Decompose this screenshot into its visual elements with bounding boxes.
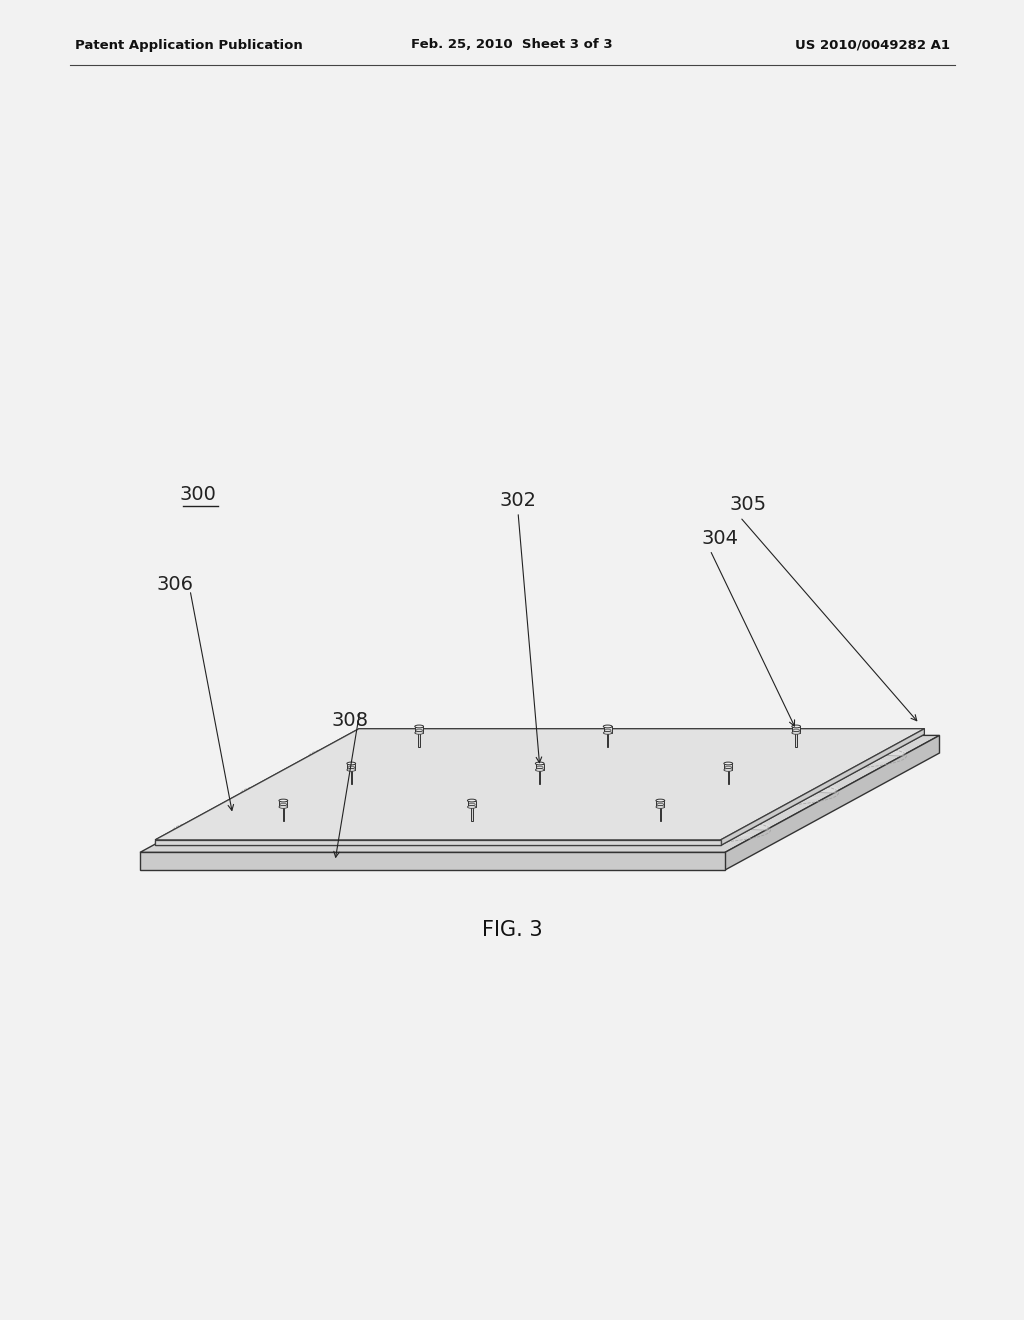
Text: 304: 304 [701, 528, 738, 548]
Polygon shape [350, 770, 352, 784]
Polygon shape [361, 826, 565, 845]
Ellipse shape [792, 725, 801, 727]
Polygon shape [686, 752, 890, 771]
Ellipse shape [603, 725, 612, 727]
Text: 300: 300 [179, 486, 216, 504]
Text: 308: 308 [332, 710, 369, 730]
Ellipse shape [603, 731, 612, 734]
Ellipse shape [467, 799, 476, 803]
Polygon shape [415, 726, 423, 733]
Polygon shape [468, 800, 476, 807]
Ellipse shape [467, 805, 476, 808]
Text: Feb. 25, 2010  Sheet 3 of 3: Feb. 25, 2010 Sheet 3 of 3 [412, 38, 612, 51]
Polygon shape [347, 763, 355, 770]
Polygon shape [689, 742, 906, 756]
Ellipse shape [415, 725, 424, 727]
Polygon shape [501, 742, 718, 756]
Text: 306: 306 [157, 576, 194, 594]
Polygon shape [155, 840, 721, 846]
Ellipse shape [724, 762, 732, 764]
Polygon shape [155, 729, 925, 840]
Ellipse shape [536, 762, 544, 764]
Ellipse shape [347, 762, 355, 764]
Polygon shape [432, 779, 650, 793]
Ellipse shape [724, 768, 732, 771]
Polygon shape [155, 840, 721, 846]
Polygon shape [176, 816, 393, 830]
Text: 302: 302 [500, 491, 537, 510]
Polygon shape [793, 726, 800, 733]
Polygon shape [604, 726, 611, 733]
Polygon shape [796, 733, 797, 747]
Polygon shape [498, 752, 701, 771]
Polygon shape [155, 729, 925, 840]
Polygon shape [365, 816, 582, 830]
Polygon shape [419, 733, 420, 747]
Polygon shape [140, 735, 939, 853]
Ellipse shape [536, 768, 544, 771]
Ellipse shape [656, 799, 665, 803]
Ellipse shape [279, 799, 288, 803]
Polygon shape [309, 752, 513, 771]
Ellipse shape [347, 768, 355, 771]
Text: Patent Application Publication: Patent Application Publication [75, 38, 303, 51]
Polygon shape [241, 789, 445, 808]
Polygon shape [280, 800, 288, 807]
Polygon shape [283, 807, 284, 821]
Polygon shape [724, 763, 732, 770]
Ellipse shape [792, 731, 801, 734]
Polygon shape [429, 789, 634, 808]
Polygon shape [140, 853, 725, 870]
Polygon shape [721, 729, 925, 846]
Ellipse shape [656, 805, 665, 808]
Polygon shape [471, 807, 472, 821]
Polygon shape [173, 826, 377, 845]
Polygon shape [725, 735, 939, 870]
Polygon shape [539, 770, 541, 784]
Ellipse shape [279, 805, 288, 808]
Polygon shape [656, 800, 665, 807]
Text: FIG. 3: FIG. 3 [481, 920, 543, 940]
Polygon shape [312, 742, 529, 756]
Polygon shape [621, 779, 839, 793]
Polygon shape [618, 789, 822, 808]
Text: US 2010/0049282 A1: US 2010/0049282 A1 [795, 38, 950, 51]
Polygon shape [721, 729, 925, 846]
Text: 305: 305 [729, 495, 767, 515]
Polygon shape [553, 816, 770, 830]
Polygon shape [659, 807, 662, 821]
Ellipse shape [415, 731, 424, 734]
Polygon shape [244, 779, 462, 793]
Polygon shape [536, 763, 544, 770]
Polygon shape [607, 733, 608, 747]
Polygon shape [727, 770, 729, 784]
Polygon shape [550, 826, 754, 845]
